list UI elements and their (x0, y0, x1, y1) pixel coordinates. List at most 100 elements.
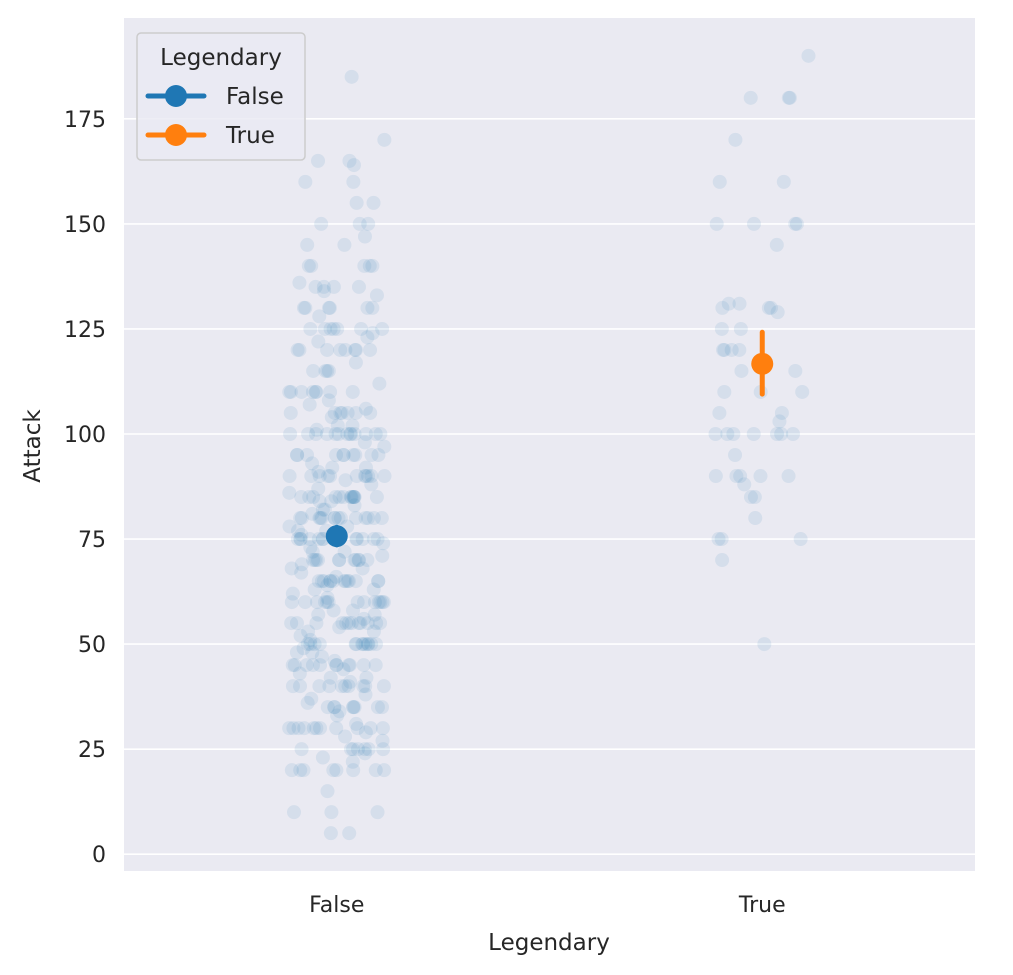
strip-point (375, 733, 390, 748)
strip-point (307, 637, 322, 652)
strip-point (344, 490, 359, 505)
y-axis-label: Attack (20, 409, 46, 483)
strip-point (757, 637, 772, 652)
strip-point (743, 90, 758, 105)
x-axis-label: Legendary (488, 930, 610, 956)
strip-point (340, 405, 355, 420)
strip-point (321, 363, 336, 378)
strip-point (289, 616, 304, 631)
strip-point (305, 456, 320, 471)
strip-point (348, 637, 363, 652)
strip-point (781, 469, 796, 484)
strip-point (357, 229, 372, 244)
strip-point (346, 158, 361, 173)
strip-point (338, 574, 353, 589)
strip-point (294, 384, 309, 399)
strip-point (296, 763, 311, 778)
strip-point (363, 405, 378, 420)
strip-point (312, 637, 327, 652)
strip-point (346, 742, 361, 757)
strip-point (371, 448, 386, 463)
strip-point (366, 624, 381, 639)
strip-point (337, 574, 352, 589)
strip-point (292, 275, 307, 290)
strip-point (293, 511, 308, 526)
strip-point (782, 90, 797, 105)
strip-point (774, 426, 789, 441)
strip-point (348, 342, 363, 357)
strip-point (348, 405, 363, 420)
legend-title: Legendary (160, 45, 282, 71)
strip-point (282, 721, 297, 736)
strip-point (293, 628, 308, 643)
strip-point (376, 679, 391, 694)
strip-point (761, 300, 776, 315)
mean-point (751, 352, 774, 375)
strip-point (354, 321, 369, 336)
strip-point (374, 511, 389, 526)
strip-point (344, 616, 359, 631)
strip-point (770, 426, 785, 441)
strip-point (327, 405, 342, 420)
strip-point (332, 553, 347, 568)
strip-point (346, 700, 361, 715)
strip-point (301, 258, 316, 273)
strip-point (282, 485, 297, 500)
strip-point (344, 69, 359, 84)
strip-point (351, 616, 366, 631)
strip-point (326, 279, 341, 294)
strip-point (323, 574, 338, 589)
strip-point (774, 405, 789, 420)
strip-point (323, 826, 338, 841)
strip-point (360, 553, 375, 568)
x-axis-ticks: False True (309, 893, 785, 918)
strip-point (328, 426, 343, 441)
y-tick-label: 25 (78, 738, 106, 763)
strip-point (329, 763, 344, 778)
strip-point (357, 258, 372, 273)
strip-point (726, 426, 741, 441)
strip-point (329, 658, 344, 673)
strip-point (368, 763, 383, 778)
strip-point (321, 595, 336, 610)
strip-point (371, 574, 386, 589)
strip-point (349, 195, 364, 210)
strip-point (729, 469, 744, 484)
strip-point (377, 132, 392, 147)
strip-point (367, 595, 382, 610)
strip-point (365, 326, 380, 341)
strip-point (285, 658, 300, 673)
strip-point (358, 426, 373, 441)
strip-point (347, 553, 362, 568)
strip-point (284, 763, 299, 778)
strip-point (309, 616, 324, 631)
strip-point (315, 750, 330, 765)
strip-point (356, 658, 371, 673)
strip-point (356, 637, 371, 652)
point-estimates (325, 329, 774, 548)
strip-point (327, 511, 342, 526)
strip-point (347, 490, 362, 505)
strip-point (348, 574, 363, 589)
strip-point (310, 595, 325, 610)
strip-point (309, 553, 324, 568)
strip-point (304, 469, 319, 484)
strip-point (329, 721, 344, 736)
strip-point (308, 279, 323, 294)
strip-point (349, 532, 364, 547)
strip-point (346, 448, 361, 463)
strip-point (349, 716, 364, 731)
strip-point (301, 624, 316, 639)
strip-point (283, 405, 298, 420)
strip-point (324, 494, 339, 509)
strip-point (376, 595, 391, 610)
strip-point (318, 595, 333, 610)
strip-point (346, 490, 361, 505)
strip-point (338, 342, 353, 357)
strip-point (345, 384, 360, 399)
strip-point (306, 490, 321, 505)
strip-point (346, 763, 361, 778)
strip-point (315, 502, 330, 517)
strip-point (348, 355, 363, 370)
strip-point (732, 296, 747, 311)
